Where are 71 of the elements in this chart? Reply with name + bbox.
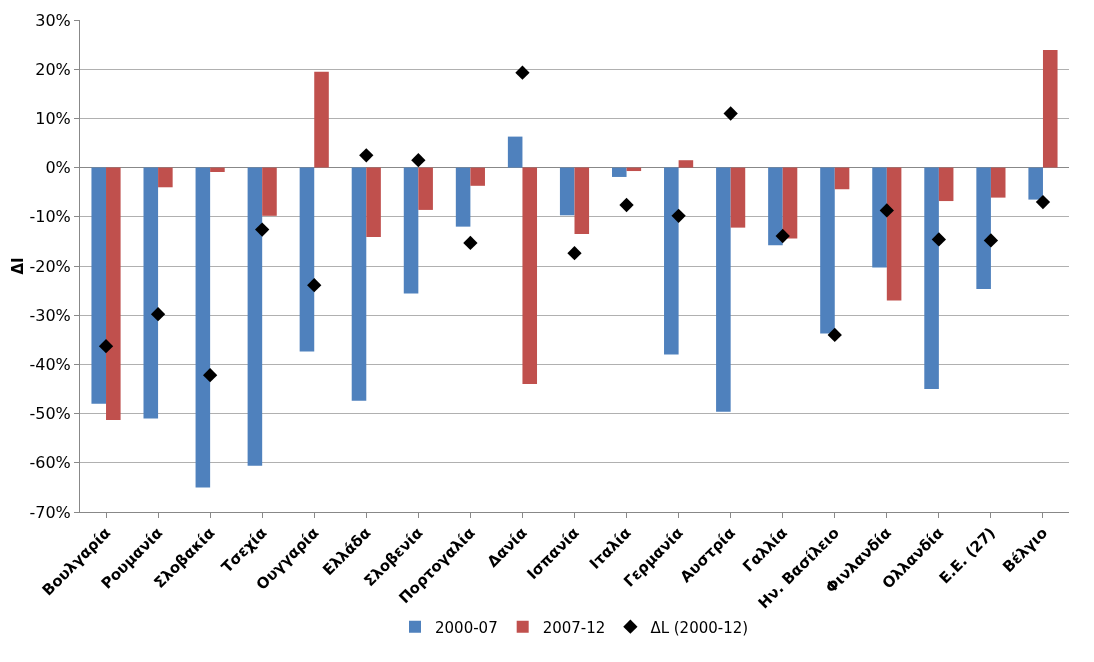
y-tick-label: 10% <box>35 109 71 128</box>
y-tick-label: -10% <box>29 207 71 227</box>
point <box>411 153 426 168</box>
point <box>931 232 947 247</box>
point <box>775 228 790 244</box>
bar <box>158 167 173 188</box>
bar <box>976 167 991 290</box>
legend-label: ΔL (2000-12) <box>650 618 749 637</box>
point <box>1035 194 1051 210</box>
bar <box>924 167 939 389</box>
y-tick-label: -20% <box>29 256 71 276</box>
bar <box>768 167 783 246</box>
bar <box>470 167 485 186</box>
point <box>98 339 114 354</box>
bar <box>782 167 798 239</box>
bar <box>664 167 679 355</box>
bar <box>990 167 1006 198</box>
bar <box>1028 167 1043 200</box>
bar <box>559 167 575 216</box>
bar <box>299 167 315 352</box>
bar <box>574 167 590 235</box>
y-tick-label: -70% <box>29 502 71 522</box>
bar <box>886 167 902 301</box>
y-axis-title: ΔΙ <box>9 257 28 275</box>
bar <box>143 167 159 419</box>
point <box>307 278 322 293</box>
point <box>827 327 842 343</box>
point <box>463 235 478 251</box>
bar <box>247 167 263 466</box>
bar <box>262 167 277 216</box>
point <box>255 222 270 237</box>
bar <box>820 167 835 334</box>
point <box>202 368 218 383</box>
bar <box>314 71 329 168</box>
y-tick-label: 30% <box>35 10 71 30</box>
point <box>567 246 582 261</box>
bar <box>455 167 471 227</box>
point <box>619 197 634 213</box>
bar <box>418 167 433 210</box>
legend-label: 2000-07 <box>435 618 498 637</box>
bar <box>351 167 367 401</box>
bar <box>730 167 746 228</box>
bar <box>91 167 107 404</box>
bar <box>366 167 381 237</box>
y-tick-label: -60% <box>29 453 71 473</box>
bar <box>872 167 887 268</box>
point <box>515 65 530 80</box>
y-tick-label: -50% <box>29 404 71 424</box>
point <box>879 203 894 218</box>
point <box>671 208 686 223</box>
y-tick-label: -40% <box>29 355 71 374</box>
y-tick-label: -30% <box>29 305 71 325</box>
point <box>150 307 166 322</box>
bar <box>522 167 538 385</box>
bar <box>195 167 211 488</box>
bar <box>106 167 121 420</box>
bar <box>507 136 523 168</box>
bar <box>938 167 954 202</box>
bar <box>1042 50 1058 168</box>
bar <box>611 167 627 177</box>
bar <box>210 167 225 173</box>
bar <box>716 167 731 412</box>
bar <box>678 160 694 168</box>
point <box>983 233 999 248</box>
point <box>723 106 738 121</box>
point <box>359 148 374 163</box>
bar <box>403 167 419 294</box>
bar <box>834 167 850 190</box>
y-tick-label: 20% <box>35 59 71 79</box>
y-tick-label: 0% <box>45 158 71 178</box>
legend-label: 2007-12 <box>542 618 606 637</box>
